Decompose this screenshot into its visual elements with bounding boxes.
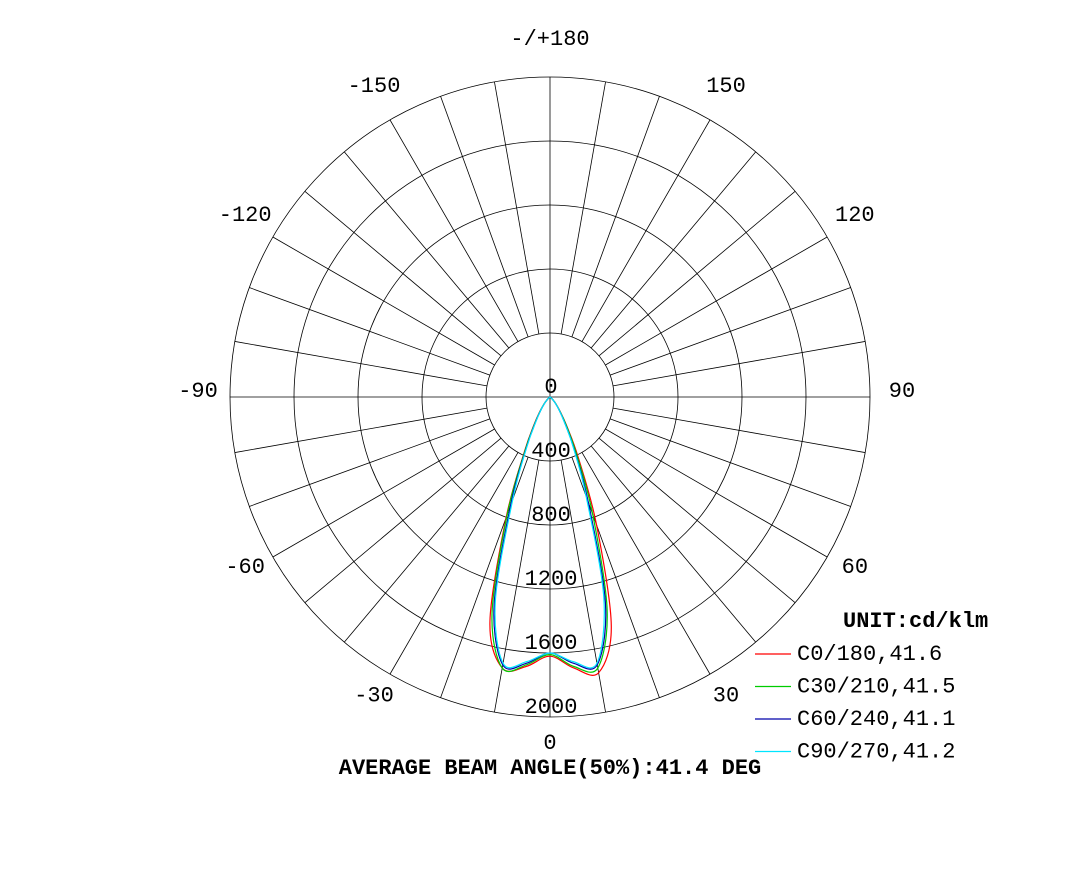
- r-tick-label: 0: [544, 375, 557, 400]
- ring: [357, 204, 743, 590]
- unit-label: UNIT:cd/klm: [843, 609, 988, 634]
- theta-tick-label: -150: [348, 74, 401, 99]
- theta-tick-label: -30: [354, 684, 394, 709]
- ring: [229, 76, 871, 718]
- legend-label: C90/270,41.2: [797, 739, 955, 764]
- r-tick-label: 400: [531, 439, 571, 464]
- theta-tick-label: 30: [713, 684, 739, 709]
- series-curve: [494, 396, 605, 669]
- theta-tick-label: -/+180: [510, 27, 589, 52]
- legend-label: C30/210,41.5: [797, 674, 955, 699]
- r-tick-label: 1600: [525, 631, 578, 656]
- theta-tick-label: 150: [706, 74, 746, 99]
- r-tick-label: 2000: [525, 695, 578, 720]
- r-tick-label: 800: [531, 503, 571, 528]
- theta-tick-label: -60: [225, 555, 265, 580]
- r-tick-label: 1200: [525, 567, 578, 592]
- chart-title: AVERAGE BEAM ANGLE(50%):41.4 DEG: [339, 756, 761, 781]
- theta-tick-label: 120: [835, 203, 875, 228]
- ring: [421, 268, 679, 526]
- theta-tick-label: 60: [842, 555, 868, 580]
- theta-tick-label: 0: [543, 731, 556, 756]
- ring: [485, 332, 615, 462]
- legend-label: C0/180,41.6: [797, 642, 942, 667]
- theta-tick-label: -120: [219, 203, 272, 228]
- theta-tick-label: -90: [178, 379, 218, 404]
- theta-tick-label: 90: [889, 379, 915, 404]
- legend-label: C60/240,41.1: [797, 707, 955, 732]
